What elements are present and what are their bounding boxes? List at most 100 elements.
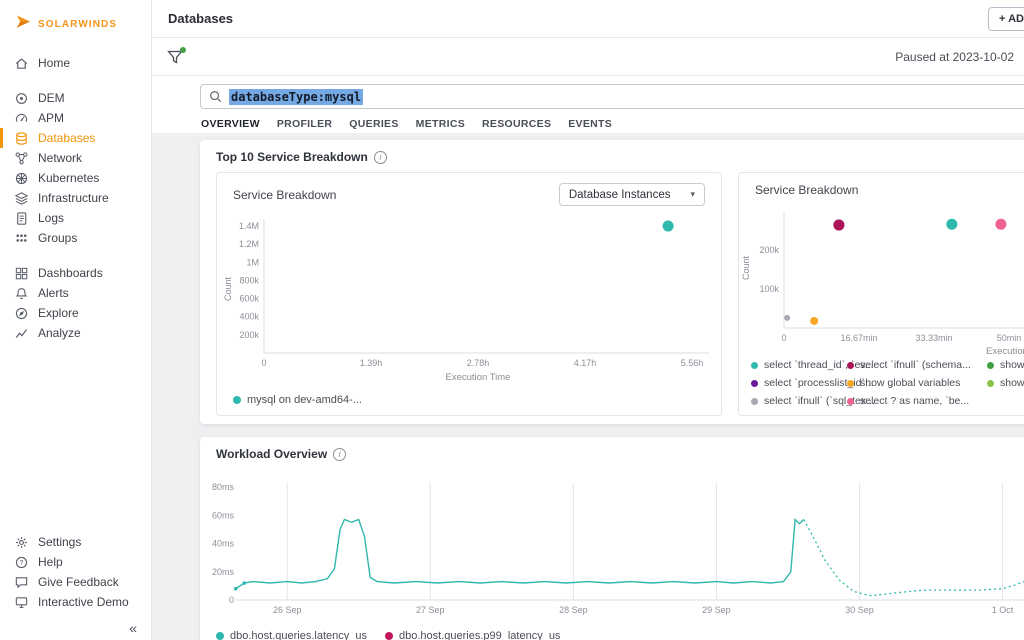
chart-title: Service Breakdown: [233, 187, 337, 202]
sidebar-item-groups[interactable]: Groups: [0, 228, 151, 248]
sidebar-nav-group: DEM APM Databases Network Kubernetes Infrastr…: [0, 88, 151, 248]
chart-title: Service Breakdown: [755, 183, 859, 197]
tab-events[interactable]: EVENTS: [568, 118, 613, 130]
scatter-point[interactable]: [995, 218, 1007, 230]
legend-label: mysql on dev-amd64-...: [247, 394, 362, 406]
x-tick-label: 16.67min: [840, 333, 877, 343]
scatter-point[interactable]: [784, 314, 791, 321]
tab-resources[interactable]: RESOURCES: [482, 118, 552, 130]
sidebar-item-logs[interactable]: Logs: [0, 208, 151, 228]
scatter-point[interactable]: [833, 219, 845, 231]
apm-icon: [14, 111, 29, 126]
tab-metrics[interactable]: METRICS: [415, 118, 466, 130]
settings-icon: [14, 535, 29, 550]
service-breakdown-scatter-chart: 200k 400k 600k 800k 1M 1.2M 1.4M 0 1.39h 2.78h 4.1…: [223, 219, 709, 383]
sidebar-item-kubernetes[interactable]: Kubernetes: [0, 168, 151, 188]
sidebar-item-label: Kubernetes: [38, 171, 100, 185]
search-query-text: databaseType:mysql: [229, 88, 364, 105]
legend-item[interactable]: select `thread_id`, `ev...: [751, 359, 874, 371]
scatter-point[interactable]: [662, 220, 674, 232]
logs-icon: [14, 211, 29, 226]
info-icon[interactable]: [333, 447, 347, 461]
legend-item[interactable]: dbo.host.queries.latency_us: [216, 630, 367, 640]
y-tick-label: 200k: [759, 245, 779, 255]
dashboards-icon: [14, 266, 29, 281]
sidebar-collapse-icon[interactable]: «: [129, 620, 137, 636]
legend-item[interactable]: show global variables: [847, 377, 987, 389]
sidebar-item-interactive-demo[interactable]: Interactive Demo: [0, 592, 151, 612]
sidebar-nav-group: Dashboards Alerts Explore Analyze: [0, 263, 151, 343]
scatter-point[interactable]: [810, 316, 819, 325]
legend-item[interactable]: dbo.host.queries.p99_latency_us: [384, 630, 560, 640]
legend-item[interactable]: show g...: [987, 359, 1024, 371]
alerts-icon: [14, 286, 29, 301]
filter-funnel-icon[interactable]: [166, 47, 186, 66]
sidebar-nav: Home DEM APM Databases Network Kubernetes Infr…: [0, 53, 151, 343]
legend-item[interactable]: select ? as name, `be...: [847, 395, 987, 407]
info-icon[interactable]: [373, 150, 387, 164]
sidebar-nav-group: Home: [0, 53, 151, 73]
legend-dot-icon: [987, 379, 994, 387]
kubernetes-icon: [14, 171, 29, 186]
sidebar-item-label: Settings: [38, 535, 82, 549]
add-button[interactable]: + ADD: [988, 7, 1024, 31]
sidebar-item-home[interactable]: Home: [0, 53, 151, 73]
x-tick-label: 33.33min: [915, 333, 952, 343]
legend-dot-icon: [216, 632, 224, 640]
y-tick-label: 40ms: [212, 539, 235, 549]
sidebar-item-explore[interactable]: Explore: [0, 303, 151, 323]
y-tick-label: 100k: [759, 284, 779, 294]
sidebar-item-dem[interactable]: DEM: [0, 88, 151, 108]
y-tick-label: 1.4M: [239, 221, 259, 231]
y-axis-label: Count: [223, 277, 233, 302]
x-tick-label: 0: [781, 333, 786, 343]
sidebar-item-alerts[interactable]: Alerts: [0, 283, 151, 303]
chart-legend: select `thread_id`, `ev... select `ifnull…: [751, 359, 1024, 407]
tab-profiler[interactable]: PROFILER: [276, 118, 333, 130]
legend-label: select `processlist_id`...: [764, 377, 874, 389]
sidebar-item-label: APM: [38, 111, 65, 125]
sidebar-bottom-nav: Settings ? Help Give Feedback Interactive De…: [0, 532, 151, 612]
sidebar-item-databases[interactable]: Databases: [0, 128, 151, 148]
legend-item[interactable]: select `ifnull` (`sql_tex...: [751, 395, 875, 407]
tab-queries[interactable]: QUERIES: [349, 118, 399, 130]
sidebar-item-infrastructure[interactable]: Infrastructure: [0, 188, 151, 208]
chart-legend: mysql on dev-amd64-...: [233, 394, 362, 406]
sidebar-item-dashboards[interactable]: Dashboards: [0, 263, 151, 283]
x-tick-label: 27 Sep: [416, 605, 445, 615]
content-area: Top 10 Service Breakdown Service Breakdo…: [152, 133, 1024, 640]
scatter-point[interactable]: [946, 218, 958, 230]
legend-item[interactable]: select `processlist_id`...: [751, 377, 874, 389]
legend-label: show g...: [1000, 359, 1024, 371]
y-tick-label: 60ms: [212, 510, 235, 520]
sidebar-item-label: Alerts: [38, 286, 69, 300]
analyze-icon: [14, 326, 29, 341]
legend-dot-icon: [847, 397, 854, 405]
sidebar-item-help[interactable]: ? Help: [0, 552, 151, 572]
line-point: [242, 581, 247, 585]
sidebar-item-give-feedback[interactable]: Give Feedback: [0, 572, 151, 592]
sidebar-item-network[interactable]: Network: [0, 148, 151, 168]
dropdown-value: Database Instances: [568, 188, 671, 201]
search-input[interactable]: databaseType:mysql: [200, 84, 1024, 109]
sidebar-item-label: DEM: [38, 91, 65, 105]
legend-item[interactable]: select `ifnull` (schema...: [847, 359, 987, 371]
sidebar-item-apm[interactable]: APM: [0, 108, 151, 128]
x-tick-label: 2.78h: [467, 358, 490, 368]
filter-bar: Paused at 2023-10-02: [152, 38, 1024, 76]
x-tick-label: 1.39h: [360, 358, 383, 368]
legend-dot-icon: [751, 397, 758, 405]
sidebar-item-label: Logs: [38, 211, 65, 225]
legend-item[interactable]: mysql on dev-amd64-...: [233, 394, 362, 406]
solarwinds-logo[interactable]: SOLARWINDS: [0, 0, 151, 44]
legend-dot-icon: [751, 361, 758, 369]
legend-item[interactable]: show slav...: [987, 377, 1024, 389]
x-tick-label: 0: [261, 358, 266, 368]
sidebar-item-settings[interactable]: Settings: [0, 532, 151, 552]
sidebar: SOLARWINDS Home DEM APM Databases Network Kub…: [0, 0, 152, 640]
sidebar-item-analyze[interactable]: Analyze: [0, 323, 151, 343]
database-instances-dropdown[interactable]: Database Instances ▾: [558, 183, 705, 206]
legend-dot-icon: [233, 396, 241, 404]
service-breakdown-queries-scatter-chart: 100k 200k 0 16.67min 33.33min 50min Execution …: [741, 211, 1024, 357]
sidebar-item-label: Dashboards: [38, 266, 103, 280]
